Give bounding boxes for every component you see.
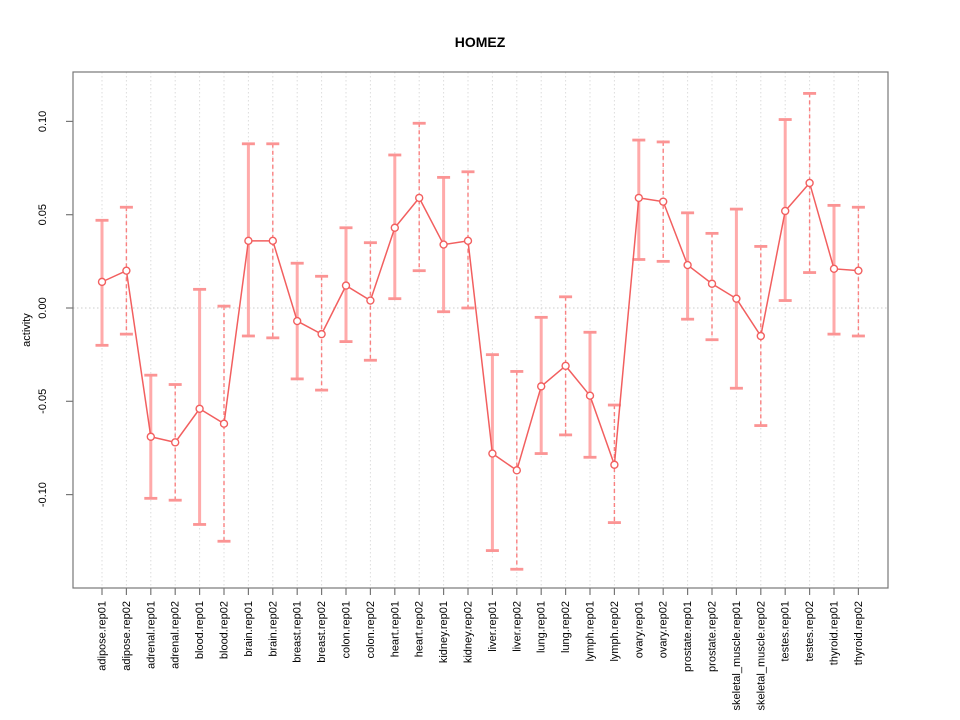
data-point <box>439 240 448 249</box>
x-tick-label: heart.rep01 <box>389 601 401 657</box>
plot-border <box>72 71 889 589</box>
x-tick-label: breast.rep01 <box>292 601 304 663</box>
y-tick-label: -0.05 <box>37 389 49 414</box>
series-line <box>101 181 859 472</box>
y-tick-label: 0.10 <box>37 111 49 132</box>
data-point <box>512 466 521 475</box>
data-point <box>634 193 643 203</box>
data-point <box>122 266 131 275</box>
x-tick-label: ovary.rep01 <box>633 601 645 658</box>
x-tick-label: testes.rep02 <box>804 601 816 662</box>
axes-layer <box>66 71 889 595</box>
x-tick-label: liver.rep01 <box>487 601 499 652</box>
x-tick-label: blood.rep01 <box>194 601 206 659</box>
x-tick-label: colon.rep01 <box>341 601 353 659</box>
data-point <box>585 391 595 400</box>
x-tick-label: adrenal.rep02 <box>170 601 182 669</box>
x-tick-label: brain.rep02 <box>267 601 279 657</box>
data-point <box>463 236 473 246</box>
y-axis-label: activity <box>21 313 33 347</box>
data-point <box>732 294 741 303</box>
x-tick-label: lung.rep01 <box>536 601 548 653</box>
y-tick-label: 0.00 <box>37 297 49 318</box>
x-tick-label: brain.rep01 <box>243 601 255 657</box>
x-tick-label: prostate.rep01 <box>682 601 694 672</box>
x-tick-label: kidney.rep02 <box>463 601 475 663</box>
tick-labels-layer: -0.10 -0.05 0.00 0.05 0.10 adipose.rep01 adipo… <box>37 111 865 711</box>
data-point <box>317 329 326 339</box>
data-point <box>610 460 619 469</box>
x-tick-label: lung.rep02 <box>560 601 572 653</box>
x-tick-label: adipose.rep01 <box>97 601 109 671</box>
x-tick-label: skeletal_muscle.rep02 <box>755 601 767 710</box>
y-tick-label: 0.05 <box>37 204 49 225</box>
x-tick-label: thyroid.rep02 <box>853 601 865 665</box>
data-point <box>268 236 277 246</box>
data-point <box>341 281 351 290</box>
x-tick-label: heart.rep02 <box>414 601 426 657</box>
chart-title: HOMEZ <box>455 34 506 50</box>
data-point <box>488 449 497 458</box>
data-point <box>97 277 107 287</box>
x-tick-label: adrenal.rep01 <box>145 601 157 669</box>
data-point <box>170 438 180 447</box>
x-tick-label: lymph.rep01 <box>585 601 597 662</box>
data-point <box>659 197 668 206</box>
data-point <box>829 264 839 274</box>
grid-layer <box>73 72 888 588</box>
data-point <box>537 382 546 391</box>
data-point <box>195 404 204 413</box>
error-bars-layer <box>95 92 865 571</box>
data-point <box>219 419 229 428</box>
x-tick-label: blood.rep02 <box>219 601 231 659</box>
data-point <box>683 260 692 270</box>
data-point <box>756 331 765 341</box>
x-tick-label: testes.rep01 <box>780 601 792 662</box>
series-layer <box>97 178 863 475</box>
data-point <box>781 206 790 216</box>
data-point <box>707 279 717 288</box>
data-point <box>244 236 253 246</box>
x-tick-label: prostate.rep02 <box>707 601 719 672</box>
x-tick-label: liver.rep02 <box>511 601 523 652</box>
x-tick-label: breast.rep02 <box>316 601 328 663</box>
data-point <box>854 266 863 275</box>
x-tick-label: kidney.rep01 <box>438 601 450 663</box>
x-tick-label: thyroid.rep01 <box>829 601 841 665</box>
x-tick-label: adipose.rep02 <box>121 601 133 671</box>
x-tick-label: ovary.rep02 <box>658 601 670 658</box>
x-tick-label: colon.rep02 <box>365 601 377 659</box>
y-tick-label: -0.10 <box>37 482 49 507</box>
data-point <box>415 193 424 203</box>
data-point <box>366 296 375 305</box>
data-point <box>293 316 302 326</box>
data-point <box>146 432 156 441</box>
data-point <box>390 223 399 232</box>
data-point <box>561 361 570 371</box>
x-tick-label: lymph.rep02 <box>609 601 621 662</box>
x-tick-label: skeletal_muscle.rep01 <box>731 601 743 710</box>
data-point <box>805 178 814 188</box>
